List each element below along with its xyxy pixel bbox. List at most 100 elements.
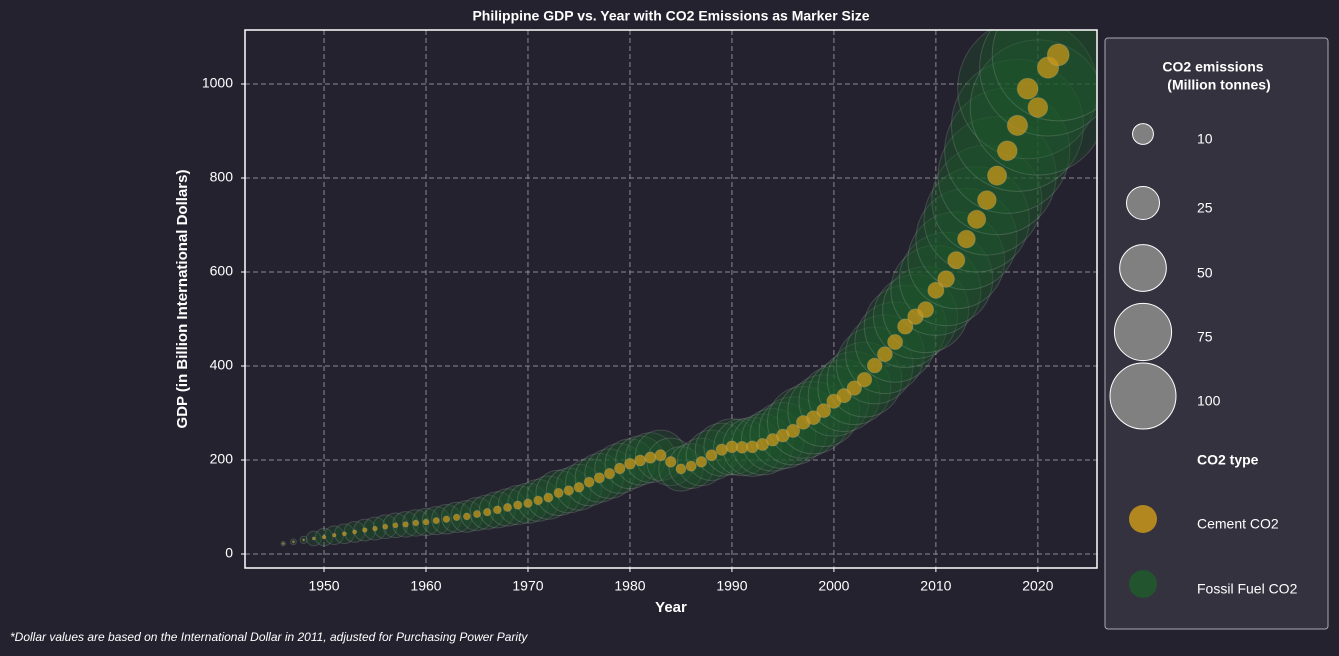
legend-size-label: 75 [1197, 329, 1213, 345]
bubble [816, 403, 832, 419]
bubble [1016, 77, 1039, 100]
bubble [634, 454, 647, 467]
bubble [695, 456, 708, 468]
legend-size-label: 100 [1197, 393, 1221, 409]
bubble [432, 516, 440, 525]
bubble [654, 449, 667, 462]
bubble [937, 270, 955, 288]
bubble [492, 505, 502, 515]
bubble [947, 251, 966, 270]
x-tick-label: 2000 [818, 578, 849, 594]
bubble [302, 538, 306, 542]
x-tick-label: 1980 [614, 578, 645, 594]
legend-label: Cement CO2 [1197, 516, 1279, 532]
x-tick-label: 1960 [410, 578, 441, 594]
y-tick-label: 600 [210, 263, 234, 279]
bubble [462, 512, 471, 521]
bubble [1006, 114, 1029, 137]
bubble [685, 460, 697, 472]
bubble [897, 318, 914, 335]
y-tick-label: 400 [210, 357, 234, 373]
y-tick-label: 800 [210, 169, 234, 185]
bubble [583, 476, 595, 488]
x-tick-label: 1990 [716, 578, 747, 594]
size-legend-title: CO2 emissions [1162, 59, 1263, 75]
bubble [613, 462, 626, 475]
x-tick-label: 1970 [512, 578, 543, 594]
bubble [392, 522, 399, 529]
bubble [341, 531, 348, 537]
y-tick-label: 1000 [202, 75, 233, 91]
bubble [533, 495, 544, 506]
bubble [402, 521, 409, 528]
y-tick-label: 0 [225, 545, 233, 561]
bubble [513, 500, 523, 510]
x-axis-label: Year [655, 599, 687, 616]
bubble [311, 536, 316, 541]
legend-size-marker [1119, 244, 1167, 292]
legend-size-marker [1109, 362, 1177, 430]
bubble [846, 380, 863, 396]
bubble [372, 525, 378, 532]
bubble [603, 467, 616, 480]
bubble [675, 463, 687, 475]
bubble [786, 423, 801, 438]
legend-box [1104, 37, 1329, 630]
legend-color-marker [1129, 505, 1157, 533]
bubble [573, 481, 585, 493]
bubble [866, 357, 883, 374]
x-tick-label: 1950 [308, 578, 339, 594]
bubble [422, 518, 430, 526]
bubble [321, 534, 327, 540]
bubble [957, 229, 976, 249]
bubble [291, 540, 295, 544]
bubble [977, 190, 997, 210]
y-tick-label: 200 [210, 451, 234, 467]
legend-size-label: 25 [1197, 200, 1213, 216]
bubble [553, 487, 564, 499]
bubble [876, 346, 893, 363]
bubble [836, 387, 852, 404]
bubble [1027, 97, 1049, 118]
bubble [705, 449, 718, 462]
bubble [482, 507, 492, 517]
bubble [472, 509, 482, 519]
legend-label: Fossil Fuel CO2 [1197, 581, 1298, 597]
bubble [664, 456, 677, 468]
bubble [563, 485, 575, 496]
legend-size-label: 50 [1197, 265, 1213, 281]
bubble [986, 165, 1008, 186]
bubble [503, 502, 513, 513]
size-legend-title: (Million tonnes) [1167, 77, 1270, 93]
chart-title: Philippine GDP vs. Year with CO2 Emissio… [472, 8, 869, 24]
bubble [624, 457, 636, 470]
bubble [442, 515, 451, 524]
x-tick-label: 2020 [1022, 578, 1053, 594]
bubble [331, 532, 337, 538]
legend-size-marker [1126, 186, 1160, 220]
bubble [412, 519, 420, 527]
legend-size-marker [1132, 123, 1154, 145]
bubble [917, 301, 935, 319]
bubble [523, 498, 533, 509]
bubble [452, 513, 461, 522]
bubble [967, 209, 987, 229]
bubble [543, 492, 554, 503]
bubble [806, 410, 822, 426]
legend-size-marker [1113, 302, 1173, 362]
footnote: *Dollar values are based on the Internat… [10, 630, 528, 644]
x-tick-label: 2010 [920, 578, 951, 594]
color-legend-title: CO2 type [1197, 452, 1259, 468]
bubble [593, 472, 605, 484]
bubble [382, 523, 389, 530]
bubble [352, 529, 358, 535]
bubble [644, 451, 657, 464]
legend-color-marker [1129, 570, 1157, 598]
legend-size-label: 10 [1197, 131, 1213, 147]
bubble [1046, 43, 1070, 67]
bubble [281, 542, 285, 546]
bubble [927, 281, 945, 299]
bubble [996, 140, 1018, 162]
bubble [887, 334, 904, 351]
